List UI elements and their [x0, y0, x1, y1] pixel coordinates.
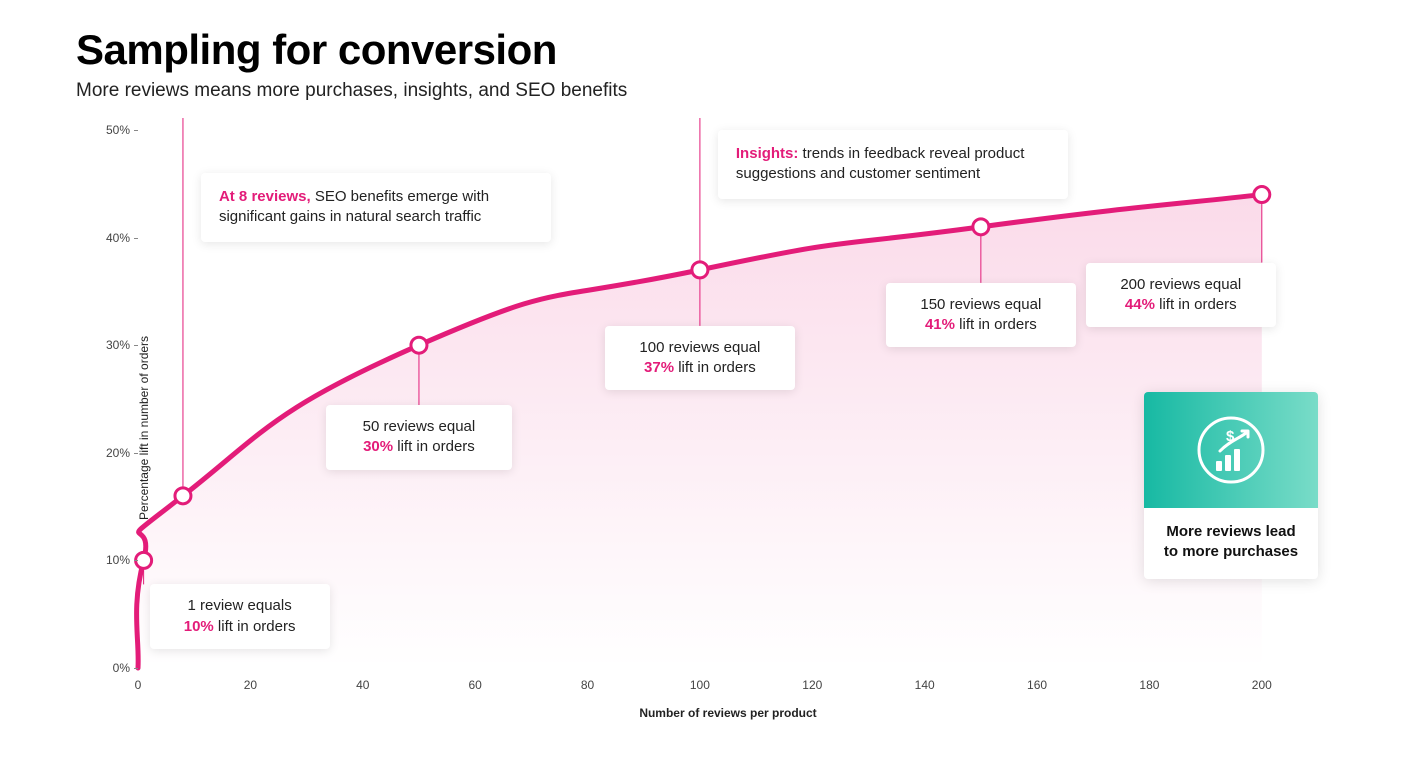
callout-box: 50 reviews equal30% lift in orders — [326, 405, 512, 470]
y-tick-label: 30% — [106, 338, 130, 352]
annotation-lead: Insights: — [736, 145, 799, 162]
callout-bottom: 37% lift in orders — [621, 358, 779, 378]
callout-pct: 37% — [644, 359, 674, 376]
callout-box: 100 reviews equal37% lift in orders — [605, 326, 795, 391]
callout-bottom: 30% lift in orders — [342, 437, 496, 457]
annotation-lead: At 8 reviews, — [219, 188, 311, 205]
plot-area: Number of reviews per product 0%10%20%30… — [138, 130, 1318, 668]
callout-bottom: 10% lift in orders — [166, 617, 314, 637]
callout-top: 50 reviews equal — [342, 417, 496, 437]
callout-pct: 44% — [1125, 296, 1155, 313]
callout-top: 100 reviews equal — [621, 338, 779, 358]
callout-box: 200 reviews equal44% lift in orders — [1086, 263, 1276, 328]
sidebar-text: More reviews lead to more purchases — [1144, 508, 1318, 579]
x-tick-label: 100 — [690, 678, 710, 692]
svg-text:$: $ — [1226, 428, 1235, 445]
x-tick-label: 0 — [135, 678, 142, 692]
x-tick-label: 160 — [1027, 678, 1047, 692]
callout-box: 1 review equals10% lift in orders — [150, 584, 330, 649]
page-subtitle: More reviews means more purchases, insig… — [76, 80, 627, 102]
y-tick-label: 40% — [106, 231, 130, 245]
x-axis-label: Number of reviews per product — [639, 706, 816, 720]
callout-pct: 10% — [184, 618, 214, 635]
callout-pct: 30% — [363, 438, 393, 455]
sidebar-card: $ More reviews lead to more purchases — [1144, 392, 1318, 579]
chart-container: Percentage lift in number of orders Numb… — [76, 118, 1356, 738]
sidebar-icon-box: $ — [1144, 392, 1318, 508]
callout-box: 150 reviews equal41% lift in orders — [886, 283, 1076, 348]
y-tick-label: 0% — [113, 661, 130, 675]
x-tick-label: 180 — [1139, 678, 1159, 692]
callout-pct: 41% — [925, 316, 955, 333]
x-tick-label: 40 — [356, 678, 369, 692]
callout-top: 1 review equals — [166, 596, 314, 616]
x-tick-label: 20 — [244, 678, 257, 692]
callout-top: 200 reviews equal — [1102, 275, 1260, 295]
growth-chart-icon: $ — [1192, 411, 1270, 489]
callout-bottom: 44% lift in orders — [1102, 295, 1260, 315]
page-title: Sampling for conversion — [76, 26, 557, 74]
x-tick-label: 140 — [915, 678, 935, 692]
x-tick-label: 80 — [581, 678, 594, 692]
y-tick-label: 10% — [106, 553, 130, 567]
callout-bottom: 41% lift in orders — [902, 315, 1060, 335]
x-tick-label: 200 — [1252, 678, 1272, 692]
y-tick-label: 20% — [106, 446, 130, 460]
callout-top: 150 reviews equal — [902, 295, 1060, 315]
annotation-box: Insights: trends in feedback reveal prod… — [718, 130, 1068, 199]
annotation-box: At 8 reviews, SEO benefits emerge with s… — [201, 173, 551, 242]
x-tick-label: 120 — [802, 678, 822, 692]
y-tick-label: 50% — [106, 123, 130, 137]
x-tick-label: 60 — [468, 678, 481, 692]
